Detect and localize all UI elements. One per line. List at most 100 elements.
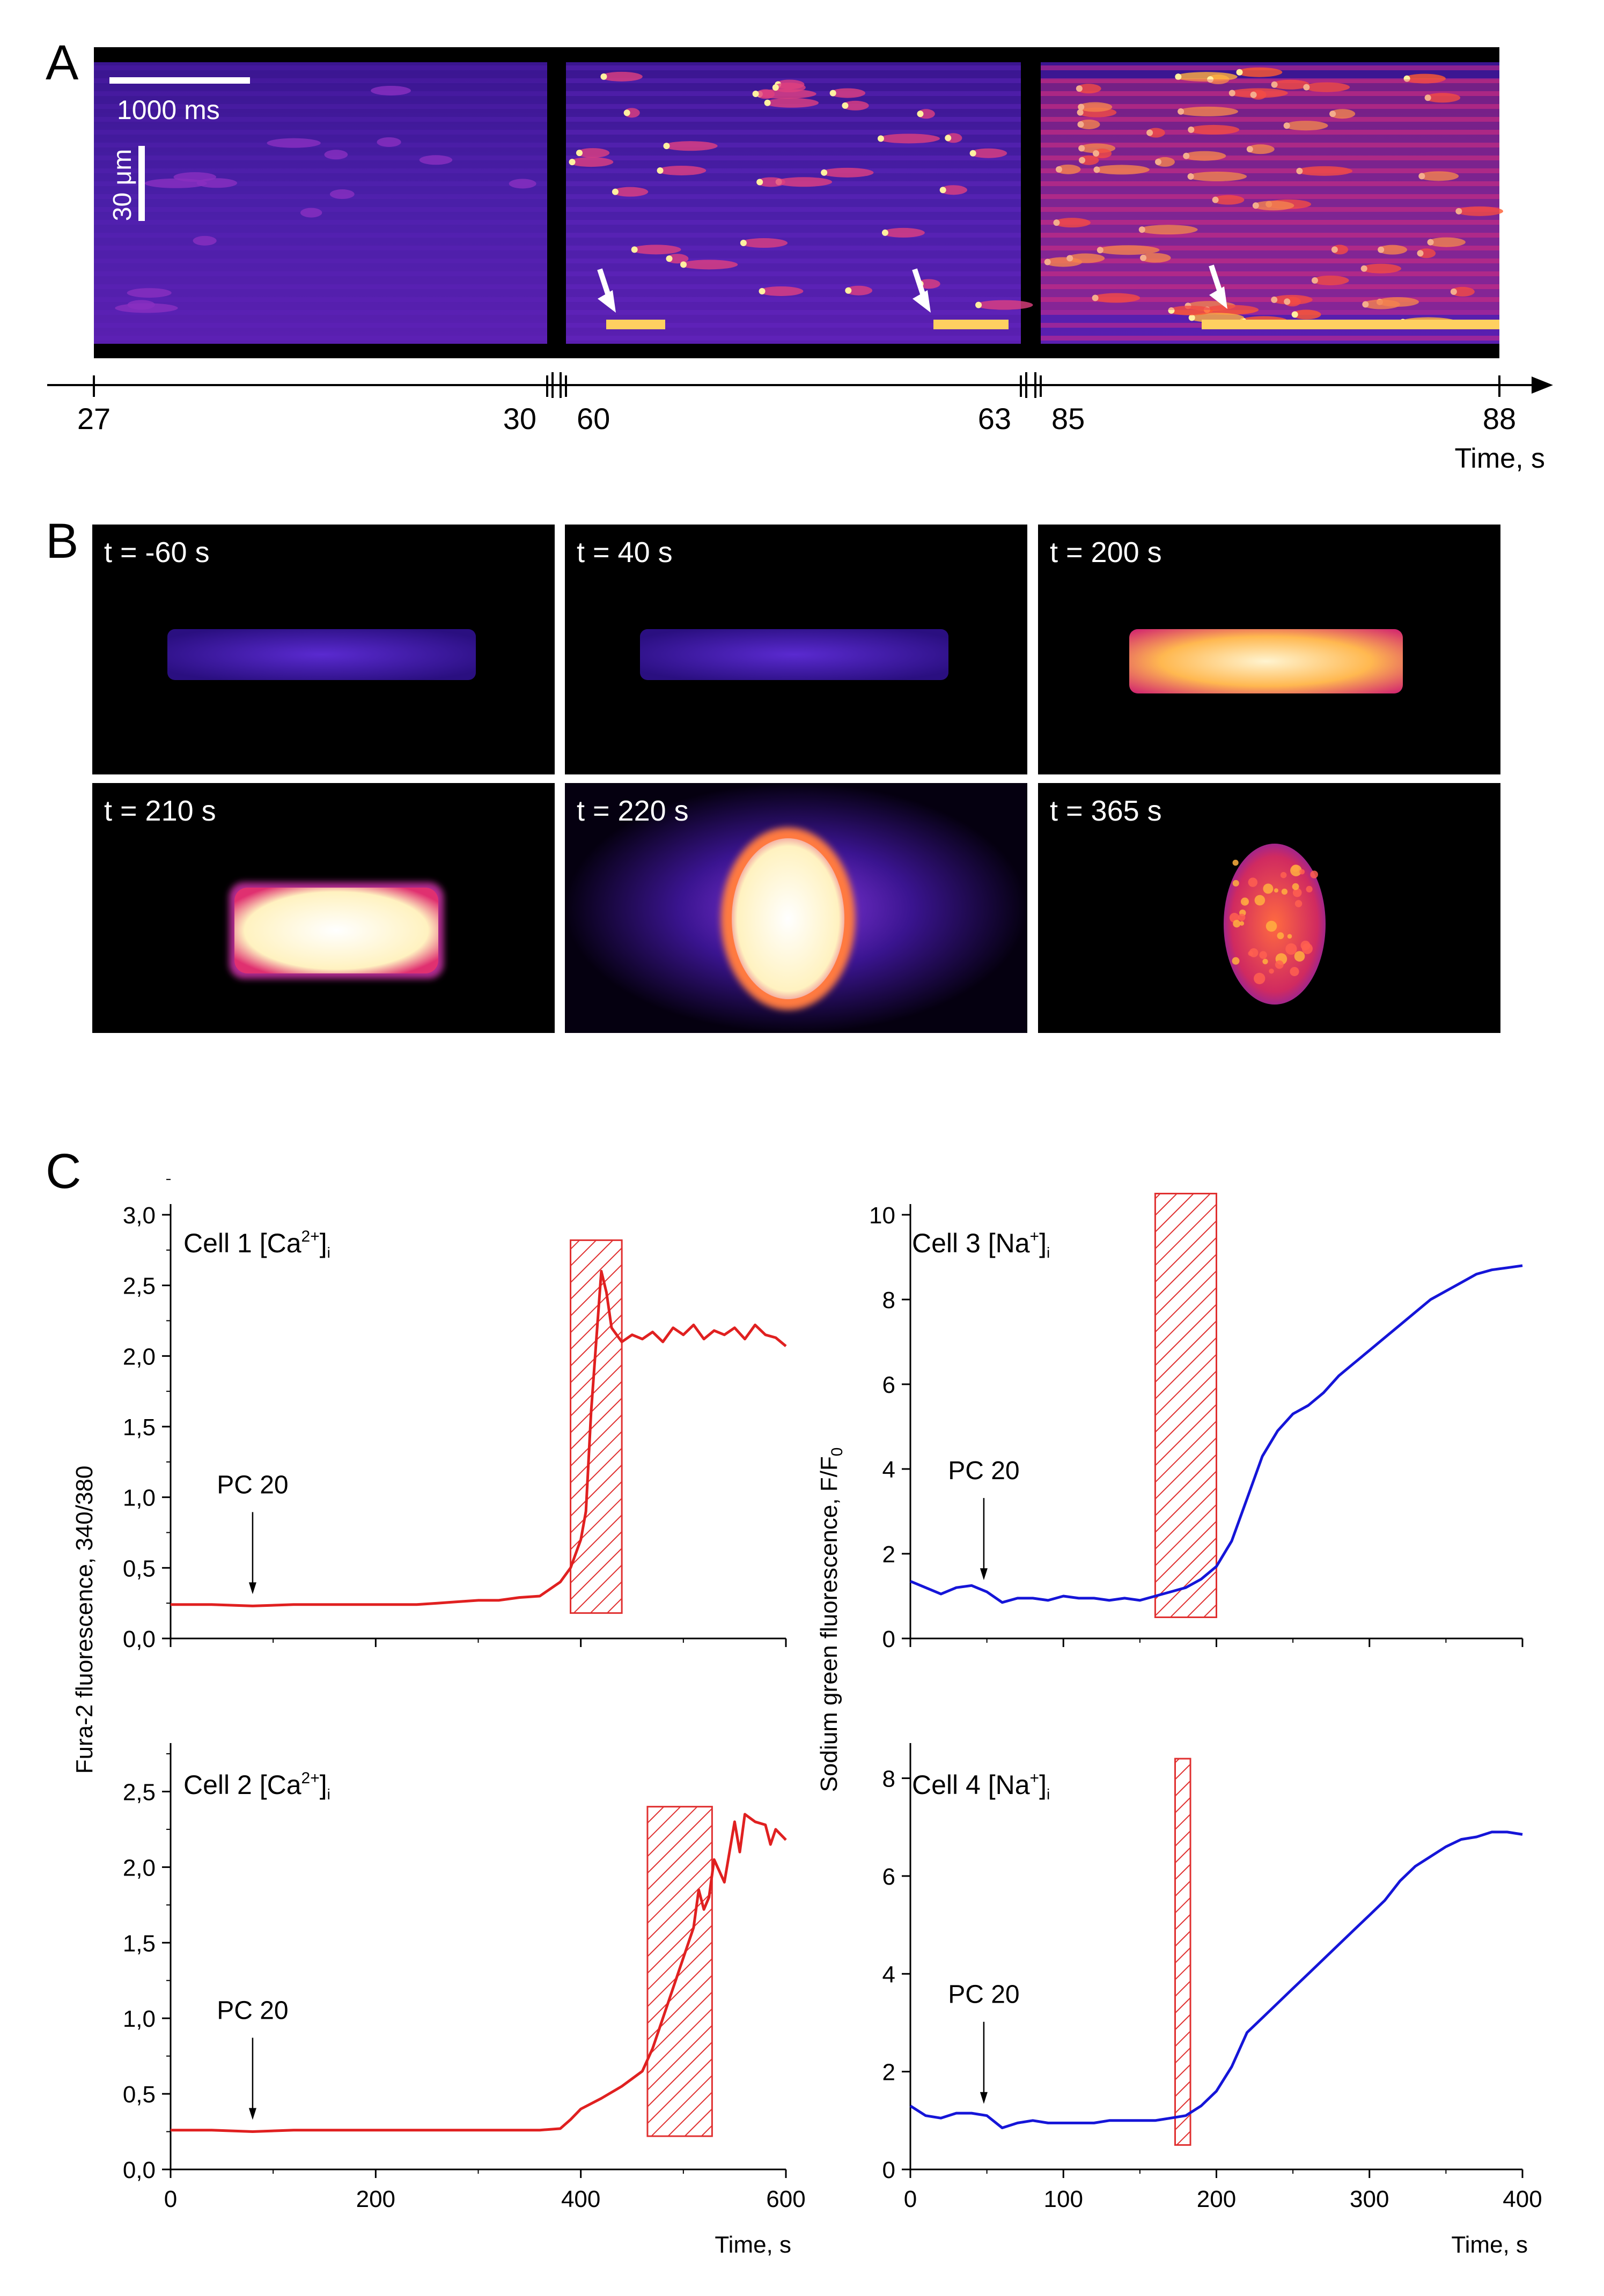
calcium-spark [1138, 225, 1198, 235]
calcium-spark [127, 300, 155, 310]
spark-core [1417, 250, 1424, 257]
cell-speckle [1269, 969, 1274, 974]
spark-core [612, 188, 619, 195]
spark-core [657, 167, 664, 174]
spark-core [1077, 121, 1084, 128]
time-axis-arrowhead [1532, 376, 1553, 394]
trace-cell1 [171, 1269, 787, 1607]
kymo-scanline [566, 207, 1021, 212]
spark-core [576, 150, 583, 157]
spark-core [1138, 226, 1145, 233]
kymo-scanline [566, 194, 1021, 199]
spark-core [1246, 146, 1253, 153]
y-tick-label: 2,0 [123, 1855, 156, 1881]
chart-label-bracket: ] [320, 1228, 327, 1258]
y-tick-label: 3,0 [123, 1202, 156, 1229]
calcium-spark [1077, 119, 1100, 129]
spark-core [740, 240, 747, 247]
time-axis-tick-label: 88 [1483, 402, 1516, 435]
kymo-scanline [566, 297, 1021, 302]
kymo-scanline [566, 310, 1021, 315]
calcium-spark [1236, 67, 1283, 77]
kymo-scanline [94, 78, 547, 83]
cell-speckle [1249, 948, 1259, 957]
y-tick-label: 2,5 [123, 1779, 156, 1805]
y-tick-label: 2 [882, 2059, 895, 2086]
cell-speckle [1287, 934, 1292, 939]
spark-core [1362, 301, 1369, 308]
calcium-spark [877, 134, 940, 144]
calcium-spark [881, 227, 925, 238]
x-tick-label: 400 [561, 2186, 600, 2212]
calcium-spark [329, 189, 355, 200]
frame: t = 365 s [1038, 783, 1500, 1033]
calcium-spark [267, 138, 321, 148]
calcium-spark [1360, 263, 1401, 274]
chart-label-main: Cell 4 [Na [912, 1770, 1030, 1800]
kymo-scanline [1041, 143, 1499, 147]
calcium-spark [1168, 305, 1213, 315]
spark-core [1252, 202, 1259, 209]
spark-core [1079, 157, 1086, 164]
calcium-spark [1296, 166, 1353, 176]
spark-core [666, 255, 673, 262]
cell-speckle [1248, 877, 1258, 887]
stimulus-hatch-box [570, 1239, 623, 1614]
spark-core [1450, 288, 1457, 295]
annotation-label: PC 20 [217, 1997, 288, 2025]
cell-speckle [1285, 943, 1297, 955]
cell-speckle [1306, 885, 1313, 893]
x-tick-label: 0 [904, 2186, 917, 2212]
calcium-spark [764, 98, 819, 108]
kymo-scanline [94, 104, 547, 109]
kymo-scanline [94, 297, 547, 302]
cell-image [167, 629, 476, 680]
calcium-spark [829, 88, 866, 98]
chart-label-charge: + [1030, 1769, 1040, 1787]
x-tick-label: 100 [1044, 2186, 1083, 2212]
cell-image [1129, 629, 1403, 693]
calcium-wave [933, 320, 1009, 329]
frame-time-label: t = 220 s [577, 795, 689, 827]
spark-core [1188, 126, 1195, 133]
calcium-spark [173, 172, 217, 182]
kymo-scanline [1041, 78, 1499, 83]
calcium-spark [1246, 144, 1275, 154]
cell-speckle [1259, 951, 1267, 959]
time-axis-tick-label: 63 [978, 402, 1011, 435]
spark-core [1296, 167, 1303, 174]
cell-speckle [1281, 888, 1288, 895]
kymo-scanline [94, 207, 547, 212]
calcium-spark [845, 285, 873, 296]
cell-speckle [1254, 972, 1265, 985]
calcium-spark [1140, 253, 1171, 263]
spark-core [1187, 173, 1194, 180]
cell-speckle [1292, 888, 1302, 897]
spark-core [1331, 246, 1338, 253]
kymo-scanline [1041, 117, 1499, 122]
frame-time-label: t = 210 s [104, 795, 216, 827]
spark-core [1271, 296, 1278, 303]
chart-label: Cell 3 [Na+]i [912, 1228, 1050, 1261]
space-scale-bar [138, 146, 145, 221]
spark-core [1329, 110, 1336, 117]
calcium-spark [1455, 206, 1504, 216]
calcium-spark [1203, 305, 1259, 315]
stimulus-hatch-box [1154, 1193, 1217, 1618]
chart-label-bracket: ] [320, 1770, 327, 1800]
calcium-spark [759, 286, 804, 296]
calcium-spark [752, 89, 816, 99]
spark-core [756, 179, 763, 186]
calcium-spark [1183, 151, 1226, 161]
cell-image [640, 629, 948, 680]
chart-label-main: Cell 1 [Ca [183, 1228, 301, 1258]
calcium-spark [324, 150, 348, 160]
spark-core [1093, 150, 1100, 157]
cell-speckle [1280, 872, 1287, 878]
calcium-spark [657, 165, 707, 175]
spark-core [1303, 84, 1310, 91]
y-tick-label: 0,5 [123, 1555, 156, 1582]
kymo-scanline [1041, 310, 1499, 315]
cell-speckle [1292, 883, 1299, 890]
spark-core [1311, 277, 1318, 284]
